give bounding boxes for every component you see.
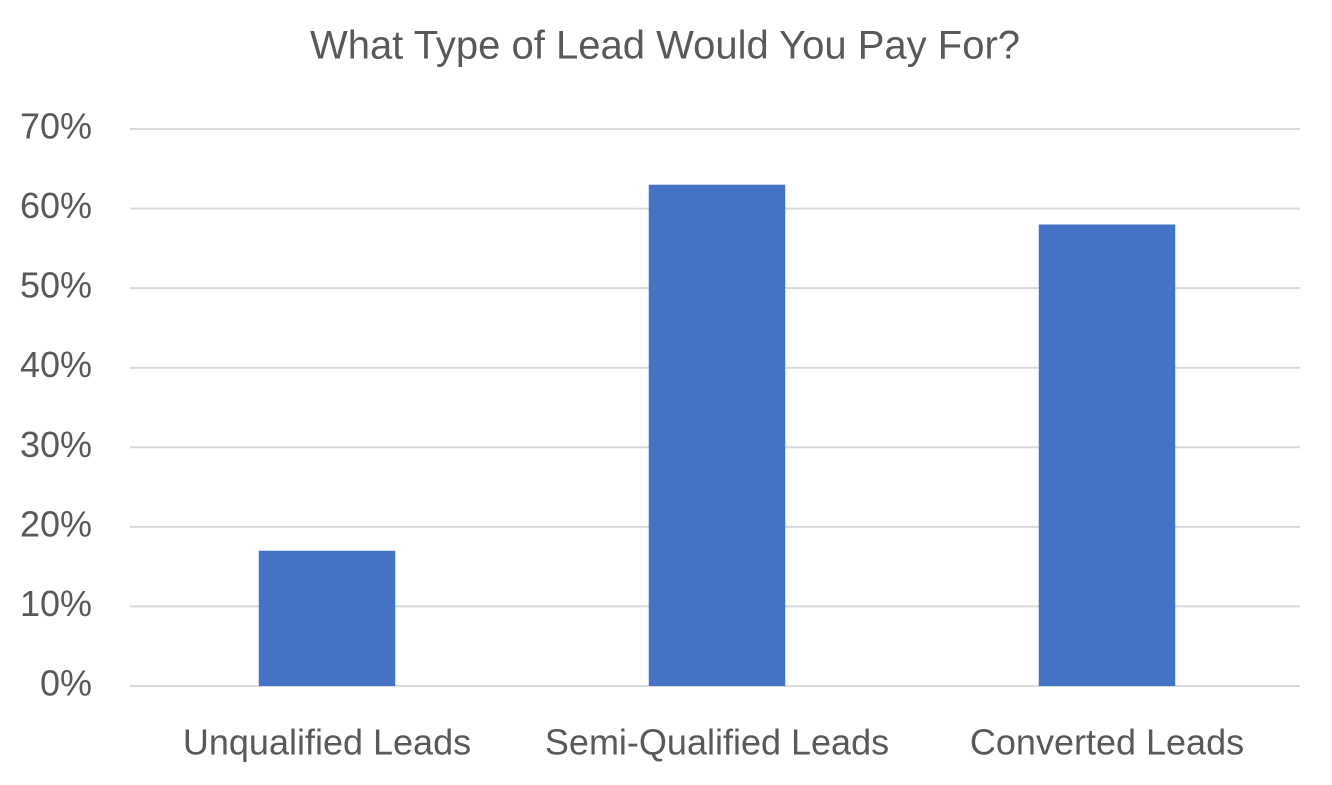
y-tick-label: 30% [20,424,92,465]
y-tick-label: 0% [40,663,92,704]
bar [648,184,786,686]
y-tick-label: 40% [20,344,92,385]
y-tick-label: 70% [20,106,92,147]
bar [1038,224,1176,686]
y-tick-label: 50% [20,265,92,306]
y-tick-label: 60% [20,185,92,226]
chart-title: What Type of Lead Would You Pay For? [310,24,1020,68]
x-tick-label: Unqualified Leads [183,722,471,763]
y-tick-label: 10% [20,583,92,624]
y-tick-label: 20% [20,503,92,544]
x-tick-label: Converted Leads [970,722,1244,763]
bar [258,550,396,686]
x-tick-label: Semi-Qualified Leads [545,722,889,763]
